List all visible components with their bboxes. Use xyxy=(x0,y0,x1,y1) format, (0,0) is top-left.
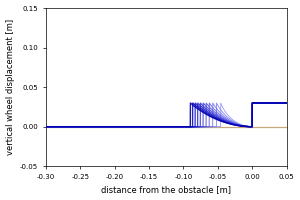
Y-axis label: vertical wheel displacement [m]: vertical wheel displacement [m] xyxy=(6,19,15,155)
X-axis label: distance from the obstacle [m]: distance from the obstacle [m] xyxy=(101,185,231,194)
